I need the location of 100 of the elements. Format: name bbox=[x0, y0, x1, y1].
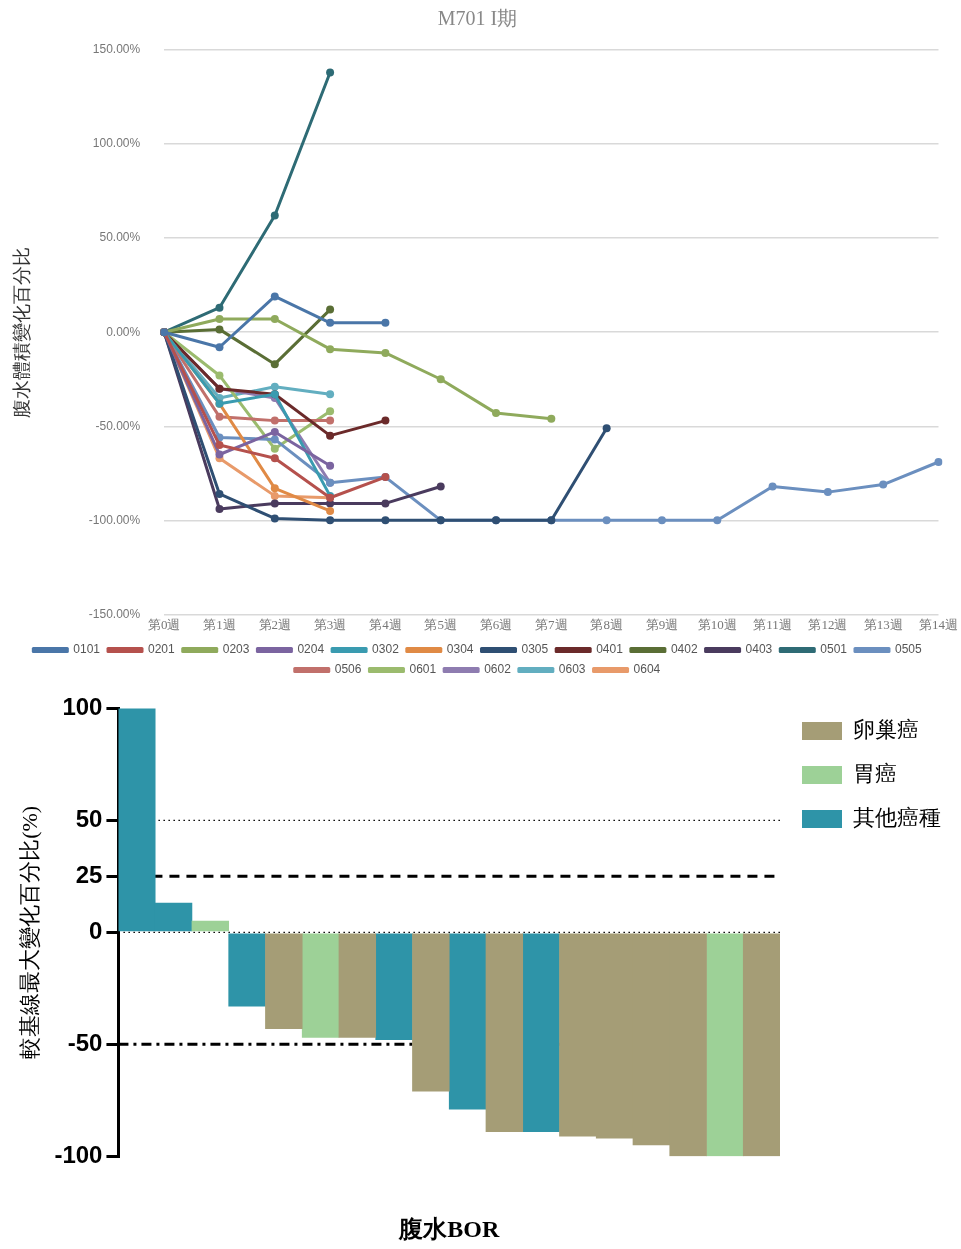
legend-label: 0506 bbox=[334, 662, 362, 677]
y-tick-label: 0.00% bbox=[106, 324, 141, 339]
point bbox=[823, 488, 832, 497]
point bbox=[326, 305, 335, 314]
y-tick-label: 0 bbox=[89, 916, 103, 944]
legend-label: 0505 bbox=[894, 642, 922, 657]
point bbox=[436, 482, 445, 491]
x-tick-label: 第4週 bbox=[369, 616, 402, 632]
y-tick-label: 100.00% bbox=[92, 136, 141, 151]
bar bbox=[742, 933, 780, 1157]
point bbox=[215, 303, 224, 312]
legend-label: 胃癌 bbox=[853, 760, 897, 786]
point bbox=[934, 458, 943, 467]
point bbox=[492, 409, 501, 418]
point bbox=[657, 516, 666, 525]
x-tick-label: 第2週 bbox=[258, 616, 292, 632]
legend-label: 0101 bbox=[73, 642, 101, 657]
legend-label: 0603 bbox=[558, 662, 586, 677]
legend-label: 0402 bbox=[670, 642, 698, 657]
point bbox=[381, 318, 390, 327]
bar bbox=[706, 933, 744, 1157]
y-tick-label: 25 bbox=[75, 860, 103, 888]
point bbox=[879, 480, 888, 489]
point bbox=[270, 454, 279, 463]
x-tick-label: 第12週 bbox=[808, 616, 848, 632]
chart-title: M701 I期 bbox=[437, 7, 518, 30]
point bbox=[215, 441, 224, 450]
bar bbox=[448, 933, 487, 1110]
point bbox=[215, 505, 224, 514]
legend-label: 0204 bbox=[297, 642, 325, 657]
point bbox=[713, 516, 722, 525]
y-axis-title: 腹水體積變化百分比 bbox=[11, 246, 33, 418]
legend-label: 0501 bbox=[820, 642, 848, 657]
y-tick-label: -150.00% bbox=[88, 606, 141, 621]
point bbox=[270, 514, 279, 523]
legend-label: 0201 bbox=[148, 642, 176, 657]
point bbox=[381, 499, 390, 508]
legend-label: 0604 bbox=[633, 662, 661, 677]
point bbox=[270, 315, 279, 324]
point bbox=[602, 516, 611, 525]
legend-label: 0601 bbox=[409, 662, 437, 677]
legend-label: 0203 bbox=[222, 642, 250, 657]
point bbox=[270, 292, 279, 301]
point bbox=[547, 414, 556, 423]
legend-label: 其他癌種 bbox=[853, 804, 941, 830]
point bbox=[270, 491, 279, 500]
x-tick-label: 第5週 bbox=[424, 616, 457, 632]
legend-label: 0403 bbox=[745, 642, 773, 657]
bar bbox=[375, 933, 413, 1041]
x-tick-label: 第10週 bbox=[697, 616, 737, 632]
legend-label: 0302 bbox=[372, 642, 400, 657]
x-tick-label: 第7週 bbox=[535, 616, 568, 632]
bar bbox=[412, 933, 450, 1092]
point bbox=[326, 318, 335, 327]
x-tick-label: 第6週 bbox=[479, 616, 513, 632]
point bbox=[270, 444, 279, 453]
point bbox=[270, 211, 279, 220]
point bbox=[270, 435, 279, 444]
bar bbox=[191, 920, 230, 932]
x-tick-label: 第8週 bbox=[590, 616, 623, 632]
x-axis-title: 腹水BOR bbox=[398, 1215, 500, 1242]
legend-label: 0304 bbox=[446, 642, 474, 657]
point bbox=[381, 416, 390, 425]
point bbox=[326, 68, 335, 77]
bar bbox=[265, 933, 303, 1029]
legend-label: 0401 bbox=[596, 642, 624, 657]
point bbox=[215, 315, 224, 324]
point bbox=[602, 424, 611, 433]
point bbox=[326, 461, 335, 470]
legend-label: 0602 bbox=[484, 662, 512, 677]
point bbox=[215, 490, 224, 498]
point bbox=[215, 343, 224, 352]
point bbox=[270, 360, 279, 369]
point bbox=[215, 325, 224, 334]
point bbox=[326, 516, 335, 525]
bar bbox=[485, 933, 524, 1132]
point bbox=[270, 499, 279, 508]
point bbox=[326, 416, 335, 425]
point bbox=[381, 348, 390, 357]
point bbox=[436, 375, 445, 384]
y-tick-label: 150.00% bbox=[92, 42, 141, 57]
point bbox=[326, 407, 335, 416]
x-tick-label: 第3週 bbox=[313, 616, 347, 632]
point bbox=[326, 345, 335, 354]
x-tick-label: 第9週 bbox=[645, 616, 679, 632]
point bbox=[326, 431, 335, 440]
y-tick-label: -50 bbox=[67, 1028, 103, 1056]
y-tick-label: 50.00% bbox=[99, 230, 141, 245]
point bbox=[215, 450, 224, 459]
point bbox=[326, 506, 335, 515]
bar bbox=[522, 933, 560, 1132]
y-tick-label: -100.00% bbox=[88, 512, 141, 527]
point bbox=[381, 516, 390, 525]
point bbox=[326, 390, 335, 399]
bar bbox=[301, 933, 340, 1038]
point bbox=[215, 371, 224, 380]
point bbox=[270, 427, 279, 436]
y-tick-label: -100 bbox=[54, 1140, 103, 1168]
x-tick-label: 第14週 bbox=[919, 616, 958, 632]
x-tick-label: 第1週 bbox=[203, 616, 236, 632]
